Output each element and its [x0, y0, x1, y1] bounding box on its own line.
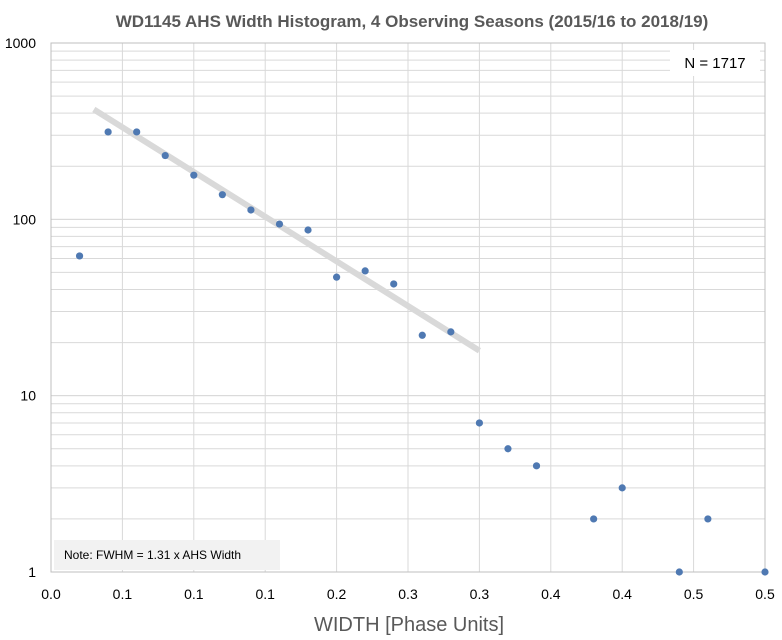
data-point: [418, 331, 426, 339]
x-tick-label: 0.1: [255, 586, 275, 602]
x-tick-label: 0.4: [612, 586, 632, 602]
y-tick-label: 1000: [5, 35, 36, 51]
data-point: [532, 462, 541, 470]
x-tick-label: 0.0: [41, 586, 61, 602]
legend-text: N = 1717: [684, 55, 745, 72]
data-point: [475, 419, 483, 427]
x-tick-label: 0.5: [755, 586, 775, 602]
data-point: [618, 484, 626, 492]
y-tick-labels: 1 10 100 1000: [5, 35, 36, 580]
x-tick-label: 0.1: [113, 586, 133, 602]
legend-background: [670, 50, 760, 76]
x-tick-label: 0.4: [541, 586, 561, 602]
data-points: [75, 128, 769, 576]
data-point: [504, 445, 512, 453]
data-point: [390, 280, 398, 288]
data-point: [761, 568, 769, 576]
note-background: [54, 540, 280, 570]
x-axis-label: WIDTH [Phase Units]: [314, 614, 504, 636]
x-tick-labels: 0.0 0.1 0.1 0.1 0.2 0.3 0.3 0.4 0.4 0.5 0.5: [41, 586, 775, 602]
x-tick-label: 0.3: [398, 586, 418, 602]
data-point: [75, 252, 84, 260]
x-tick-label: 0.2: [327, 586, 347, 602]
data-point: [275, 220, 284, 228]
x-tick-label: 0.5: [684, 586, 704, 602]
data-point: [161, 151, 169, 160]
data-point: [133, 128, 141, 136]
note-text: Note: FWHM = 1.31 x AHS Width: [64, 548, 241, 562]
x-tick-label: 0.3: [470, 586, 490, 602]
data-point: [218, 191, 226, 199]
note-box: Note: FWHM = 1.31 x AHS Width: [54, 540, 280, 570]
chart-title: WD1145 AHS Width Histogram, 4 Observing …: [116, 12, 709, 31]
data-point: [304, 226, 312, 234]
data-point: [190, 171, 198, 179]
legend-box: N = 1717: [670, 50, 760, 76]
x-tick-label: 0.1: [184, 586, 204, 602]
data-point: [447, 328, 455, 336]
data-point: [247, 206, 255, 214]
y-tick-label: 1: [28, 564, 36, 580]
y-tick-label: 10: [20, 388, 36, 404]
data-point: [104, 128, 112, 136]
y-tick-label: 100: [13, 211, 37, 227]
data-point: [333, 273, 341, 281]
data-point: [361, 267, 369, 275]
data-point: [704, 515, 712, 523]
trendline: [92, 106, 481, 354]
plot-area-border: [50, 42, 766, 573]
data-point: [590, 515, 598, 523]
data-point: [675, 568, 683, 576]
